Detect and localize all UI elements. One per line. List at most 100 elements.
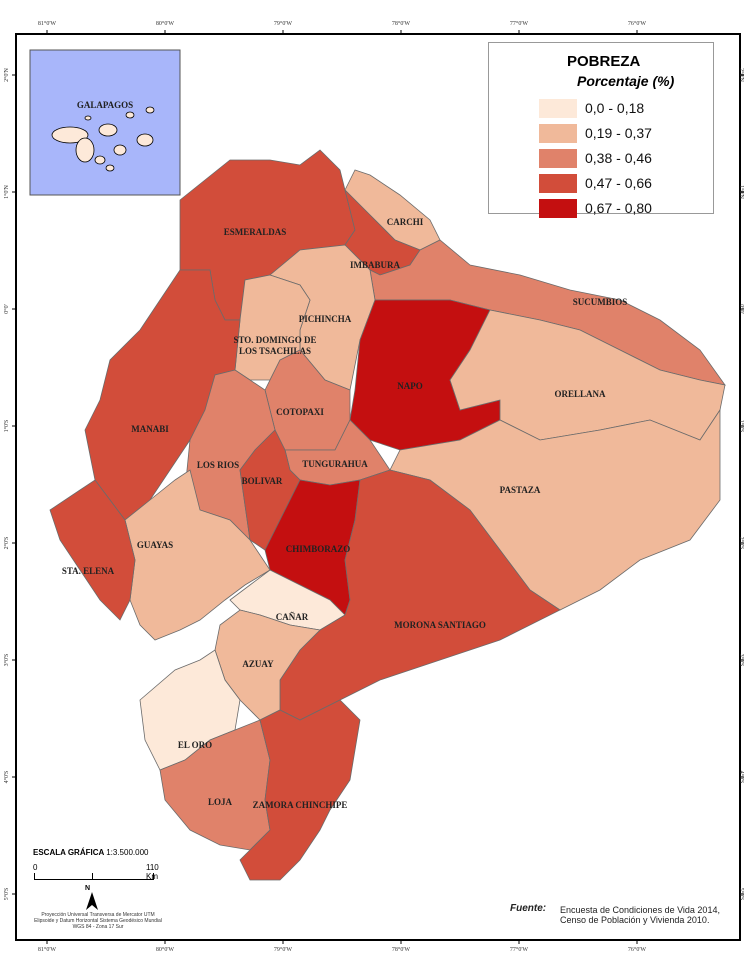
legend-swatch [539,148,577,168]
legend-swatch [539,173,577,193]
province-label: ZAMORA CHINCHIPE [253,800,348,810]
lat-label: 2°0'N [738,68,745,82]
lon-label: 80°0'W [156,20,174,27]
provinces [49,149,726,881]
lat-label: 1°0'S [738,420,745,433]
scale-mid-tick [92,873,93,879]
lon-label: 76°0'W [628,946,646,953]
legend-swatch [539,123,577,143]
legend-label: 0,38 - 0,46 [585,150,652,166]
province-label: CARCHI [387,217,424,227]
legend-swatch [539,98,577,118]
province-label: BOLIVAR [242,476,283,486]
lat-label: 2°0'S [3,537,10,550]
province-zamora-chinchipe[interactable] [239,699,361,881]
island [125,111,135,119]
galapagos-inset [29,49,181,196]
lat-label: 4°0'S [3,771,10,784]
province-label: NAPO [397,381,423,391]
island [105,164,115,172]
lon-label: 79°0'W [274,946,292,953]
island [113,144,127,156]
lat-label: 1°0'N [3,184,10,198]
province-label: ESMERALDAS [224,227,287,237]
province-manabi[interactable] [84,269,241,521]
legend-swatch [539,198,577,218]
province-label: PICHINCHA [299,314,352,324]
province-label: MANABI [131,424,169,434]
legend-item: 0,47 - 0,66 [539,173,652,193]
lat-label: 2°0'S [738,537,745,550]
projection-line: WGS 84 - Zona 17 Sur [72,924,124,930]
lat-label: 2°0'N [3,67,10,81]
scale-title: ESCALA GRÁFICA [33,848,104,857]
lon-label: 78°0'W [392,20,410,27]
province-label: STA. ELENA [62,566,115,576]
province-label: CHIMBORAZO [286,544,351,554]
island [136,133,154,147]
province-label: LOS RIOS [197,460,239,470]
province-label: LOJA [208,797,233,807]
legend-label: 0,19 - 0,37 [585,125,652,141]
legend-label: 0,47 - 0,66 [585,175,652,191]
legend-subtitle: Porcentaje (%) [577,73,675,89]
lon-label: 81°0'W [38,20,56,27]
lon-label: 80°0'W [156,946,174,953]
lat-label: 3°0'S [738,654,745,667]
province-label: EL ORO [178,740,212,750]
scale-end: 110 Km [146,863,159,881]
north-arrow-icon [86,892,98,910]
legend: POBREZA Porcentaje (%) 0,0 - 0,18 0,19 -… [488,42,714,218]
lat-label: 3°0'S [3,654,10,667]
legend-item: 0,38 - 0,46 [539,148,652,168]
source-label: Fuente: [510,903,547,914]
province-label: STO. DOMINGO DE LOS TSACHILAS [233,335,316,356]
province-label: CAÑAR [276,612,309,622]
lat-label: 1°0'S [3,420,10,433]
lat-label: 0°0' [738,304,745,313]
scale-line [34,873,154,880]
province-sta-elena[interactable] [49,479,136,621]
province-el-oro[interactable] [139,649,241,771]
island [98,123,118,137]
island [145,106,155,114]
scale-bar: ESCALA GRÁFICA 1:3.500.000 0 110 Km N Pr… [33,848,163,930]
province-label: GUAYAS [137,540,173,550]
north-label: N [85,885,91,892]
source-line: Censo de Población y Vivienda 2010. [560,915,710,925]
source-line: Encuesta de Condiciones de Vida 2014, [560,905,720,915]
legend-item: 0,0 - 0,18 [539,98,644,118]
province-label: IMBABURA [350,260,401,270]
island [84,115,92,121]
province-label: ORELLANA [554,389,606,399]
scale-start: 0 [33,863,38,872]
legend-label: 0,67 - 0,80 [585,200,652,216]
province-label: PASTAZA [500,485,541,495]
lat-label: 4°0'S [738,771,745,784]
lat-label: 5°0'S [3,888,10,901]
lon-label: 77°0'W [510,946,528,953]
legend-item: 0,67 - 0,80 [539,198,652,218]
legend-title: POBREZA [567,53,641,70]
lon-label: 76°0'W [628,20,646,27]
province-label: MORONA SANTIAGO [394,620,486,630]
lon-label: 77°0'W [510,20,528,27]
galapagos-label: GALAPAGOS [77,100,133,110]
lon-label: 78°0'W [392,946,410,953]
lon-label: 79°0'W [274,20,292,27]
legend-item: 0,19 - 0,37 [539,123,652,143]
scale-ratio: 1:3.500.000 [106,848,149,857]
lon-label: 81°0'W [38,946,56,953]
province-label: TUNGURAHUA [302,459,368,469]
island [51,126,89,144]
province-guayas[interactable] [124,469,271,641]
lat-label: 0°0' [3,304,10,313]
legend-label: 0,0 - 0,18 [585,100,645,116]
province-label: COTOPAXI [276,407,324,417]
province-label: AZUAY [242,659,274,669]
lat-label: 1°0'N [738,185,745,199]
lat-label: 5°0'S [738,888,745,901]
province-label: SUCUMBIOS [573,297,628,307]
projection-line: Elipsoide y Datum Horizontal Sistema Geo… [34,918,162,924]
